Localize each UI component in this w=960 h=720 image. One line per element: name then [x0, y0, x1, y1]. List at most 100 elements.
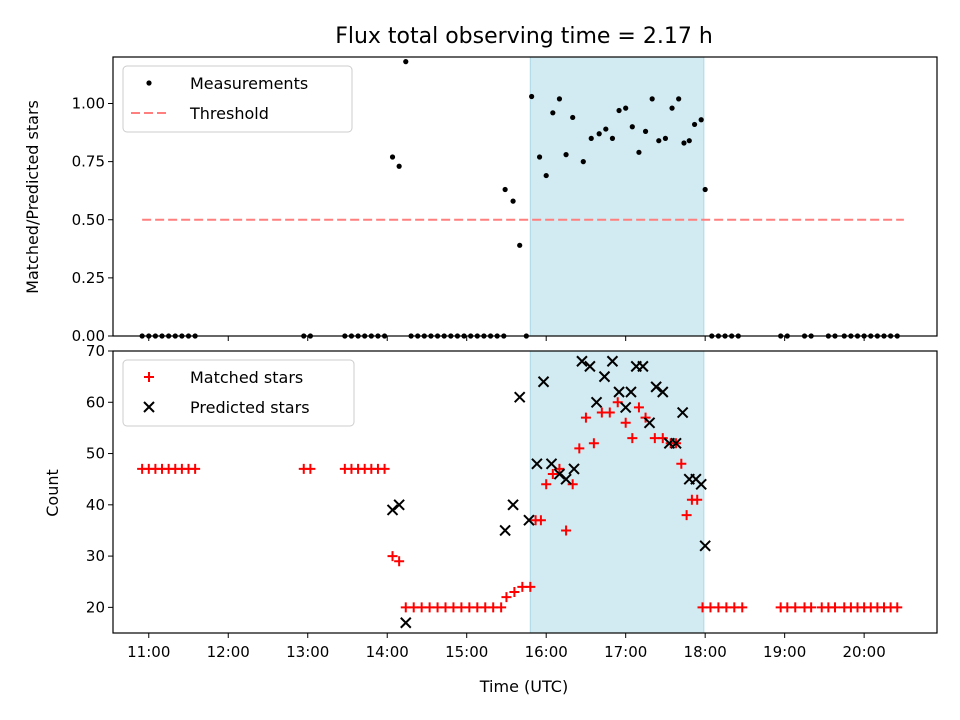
predicted-star-point	[545, 458, 558, 470]
top-panel: 0.00 0.25 0.50 0.75 1.00 Measurements Threshol…	[72, 56, 938, 345]
matched-star-point	[692, 494, 703, 505]
measurement-point	[588, 135, 594, 141]
measurement-point	[556, 96, 563, 102]
matched-star-point	[501, 592, 512, 603]
matched-star-point	[387, 551, 398, 562]
matched-star-point	[535, 515, 546, 526]
measurement-point	[691, 121, 698, 128]
top-y-tick-label: 0.75	[72, 153, 105, 171]
predicted-star-point	[568, 463, 580, 475]
measurement-point	[649, 96, 655, 102]
matched-star-point	[574, 443, 585, 454]
measurement-point	[662, 135, 669, 141]
legend-label: Measurements	[190, 74, 308, 93]
bottom-y-tick-label: 70	[86, 342, 105, 360]
matched-star-point	[681, 510, 692, 521]
matched-star-point	[892, 602, 903, 613]
matched-star-point	[588, 438, 599, 449]
bottom-y-tick-label: 40	[86, 496, 105, 514]
x-tick-label: 18:00	[684, 643, 727, 661]
bottom-series-predicted-stars	[386, 355, 711, 629]
matched-star-point	[604, 407, 615, 418]
bottom-y-tick-label: 20	[86, 598, 105, 616]
predicted-star-point	[676, 406, 689, 419]
measurement-point	[510, 198, 516, 204]
top-y-axis-label: Matched/Predicted stars	[23, 100, 42, 294]
top-y-tick-label: 0.25	[72, 269, 105, 287]
predicted-star-point	[499, 524, 511, 537]
top-legend: Measurements Threshold	[122, 65, 353, 133]
measurement-point	[543, 172, 549, 179]
measurement-point	[686, 138, 692, 144]
measurement-point	[623, 105, 629, 111]
matched-star-point	[737, 602, 748, 613]
matched-star-point	[620, 417, 631, 428]
predicted-star-point	[695, 478, 707, 491]
measurement-point	[698, 117, 704, 123]
predicted-star-point	[513, 391, 526, 403]
predicted-star-point	[625, 386, 637, 398]
bottom-y-tick-label: 30	[86, 547, 105, 565]
predicted-star-point	[590, 396, 603, 408]
measurement-point	[676, 96, 682, 102]
measurement-point	[550, 110, 556, 116]
predicted-star-point	[584, 360, 596, 373]
x-tick-label: 11:00	[127, 643, 170, 661]
measurement-point	[403, 59, 409, 65]
measurement-point	[616, 107, 622, 114]
x-tick-label: 17:00	[604, 643, 647, 661]
top-y-tick-label: 0.50	[72, 211, 105, 229]
measurement-point	[603, 126, 609, 132]
predicted-star-point	[386, 504, 399, 516]
predicted-star-point	[598, 370, 611, 383]
matched-star-point	[509, 586, 520, 597]
x-tick-label: 15:00	[445, 643, 488, 661]
measurement-point	[596, 131, 602, 137]
matched-star-point	[829, 602, 840, 613]
predicted-star-point	[643, 417, 656, 429]
predicted-star-point	[670, 437, 682, 449]
legend-matched-swatch	[144, 372, 154, 382]
legend-measurement-swatch	[146, 80, 152, 86]
legend-label: Predicted stars	[190, 398, 310, 417]
predicted-star-point	[553, 468, 566, 480]
predicted-star-point	[606, 355, 619, 367]
predicted-star-point	[400, 617, 412, 629]
legend-box	[122, 359, 355, 427]
matched-star-point	[305, 463, 316, 474]
measurement-point	[580, 159, 586, 165]
legend-label: Matched stars	[190, 368, 303, 387]
x-tick-label: 14:00	[366, 643, 409, 661]
matched-star-point	[541, 479, 552, 490]
measurement-point	[669, 105, 675, 111]
matched-star-point	[567, 479, 578, 490]
matched-star-point	[561, 525, 572, 536]
measurement-point	[656, 138, 662, 144]
x-tick-label: 12:00	[207, 643, 250, 661]
x-tick-label: 19:00	[763, 643, 806, 661]
measurement-point	[609, 135, 616, 141]
legend-predicted-swatch	[143, 401, 155, 413]
measurement-point	[502, 186, 508, 193]
matched-star-point	[806, 602, 817, 613]
bottom-axes-frame	[112, 350, 938, 634]
bottom-y-axis-label: Count	[43, 469, 62, 517]
predicted-star-point	[537, 376, 550, 388]
legend-label: Threshold	[189, 104, 269, 123]
predicted-star-point	[576, 355, 588, 367]
measurement-point	[636, 149, 642, 155]
matched-star-point	[190, 463, 201, 474]
measurement-point	[702, 186, 708, 193]
measurement-point	[563, 152, 569, 158]
predicted-star-point	[657, 386, 669, 398]
matched-star-point	[525, 581, 536, 592]
x-tick-label: 13:00	[286, 643, 329, 661]
matched-star-point	[676, 458, 687, 469]
measurement-point	[396, 163, 402, 169]
matched-star-point	[580, 412, 591, 423]
bottom-series-matched-stars	[137, 397, 903, 613]
matched-star-point	[394, 556, 405, 567]
measurement-point	[642, 128, 649, 134]
measurement-point	[681, 140, 687, 146]
